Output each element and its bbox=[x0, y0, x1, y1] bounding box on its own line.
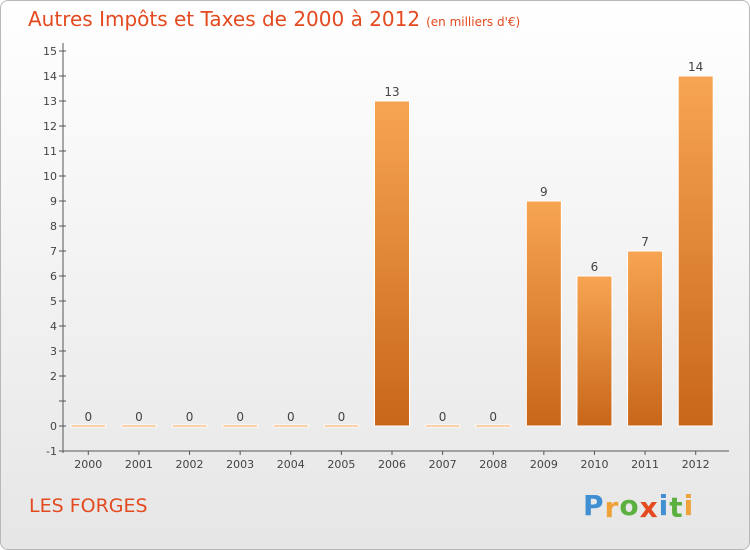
y-tick-label: 11 bbox=[43, 145, 57, 158]
value-label: 6 bbox=[591, 260, 599, 274]
y-tick-label: 3 bbox=[50, 345, 57, 358]
y-tick-label: 2 bbox=[50, 370, 57, 383]
chart-bars bbox=[70, 75, 714, 428]
value-label: 0 bbox=[236, 410, 244, 424]
bar bbox=[525, 200, 562, 427]
logo-letter: i bbox=[683, 489, 695, 522]
y-tick-label: 5 bbox=[50, 295, 57, 308]
logo-letter: x bbox=[639, 491, 659, 524]
y-tick-label: 14 bbox=[43, 70, 57, 83]
value-label: 0 bbox=[287, 410, 295, 424]
y-tick-label: -1 bbox=[46, 445, 57, 458]
bar bbox=[576, 275, 613, 427]
x-tick-label: 2004 bbox=[277, 458, 305, 471]
bar bbox=[677, 75, 714, 427]
bar bbox=[374, 100, 410, 427]
value-label: 0 bbox=[84, 410, 92, 424]
x-tick-label: 2009 bbox=[530, 458, 558, 471]
chart-axes: -1 0 2 3 4 5 6 7 8 9 10 11 12 13 14 15 2000 2001 2002 2003 2… bbox=[43, 43, 729, 471]
chart-title: Autres Impôts et Taxes de 2000 à 2012 (en… bbox=[28, 7, 520, 31]
value-label: 0 bbox=[186, 410, 194, 424]
x-tick-label: 2003 bbox=[226, 458, 254, 471]
bar bbox=[120, 424, 157, 428]
y-tick-label: 13 bbox=[43, 95, 57, 108]
value-label: 7 bbox=[641, 235, 649, 249]
chart-title-text: Autres Impôts et Taxes de 2000 à 2012 bbox=[28, 7, 421, 31]
chart-subtitle: (en milliers d'€) bbox=[426, 15, 521, 29]
bar bbox=[475, 424, 512, 428]
x-tick-label: 2001 bbox=[125, 458, 153, 471]
logo-letter: t bbox=[669, 491, 684, 524]
y-tick-label: 4 bbox=[50, 320, 57, 333]
logo-letter: P bbox=[583, 489, 605, 522]
y-tick-label: 6 bbox=[50, 270, 57, 283]
bar bbox=[70, 424, 107, 428]
x-tick-label: 2010 bbox=[580, 458, 608, 471]
y-tick-label: 9 bbox=[50, 195, 57, 208]
chart-value-labels: 0 0 0 0 0 0 13 0 0 9 6 7 14 bbox=[84, 60, 703, 424]
logo-letter: i bbox=[658, 489, 670, 522]
value-label: 0 bbox=[338, 410, 346, 424]
y-tick-label: 0 bbox=[50, 420, 57, 433]
logo-letter: r bbox=[604, 491, 620, 524]
y-tick-label: 7 bbox=[50, 245, 57, 258]
logo-letter: o bbox=[619, 489, 640, 522]
bar bbox=[222, 424, 259, 428]
bar bbox=[627, 250, 664, 427]
value-label: 9 bbox=[540, 185, 548, 199]
y-tick-label: 12 bbox=[43, 120, 57, 133]
bar bbox=[272, 424, 309, 428]
bar bbox=[171, 424, 208, 428]
x-tick-label: 2007 bbox=[429, 458, 457, 471]
x-tick-label: 2000 bbox=[74, 458, 102, 471]
y-tick-label: 8 bbox=[50, 220, 57, 233]
bar bbox=[424, 424, 461, 428]
x-tick-label: 2008 bbox=[479, 458, 507, 471]
value-label: 13 bbox=[384, 85, 399, 99]
value-label: 0 bbox=[439, 410, 447, 424]
proxiti-logo: Proxiti bbox=[583, 489, 695, 524]
value-label: 0 bbox=[135, 410, 143, 424]
value-label: 14 bbox=[688, 60, 703, 74]
y-tick-label: 10 bbox=[43, 170, 57, 183]
x-tick-label: 2005 bbox=[327, 458, 355, 471]
x-tick-label: 2002 bbox=[176, 458, 204, 471]
x-tick-label: 2011 bbox=[631, 458, 659, 471]
bar bbox=[323, 424, 360, 428]
value-label: 0 bbox=[489, 410, 497, 424]
x-tick-label: 2012 bbox=[682, 458, 710, 471]
x-tick-label: 2006 bbox=[378, 458, 406, 471]
commune-name: LES FORGES bbox=[29, 495, 148, 517]
y-tick-label: 15 bbox=[43, 45, 57, 58]
